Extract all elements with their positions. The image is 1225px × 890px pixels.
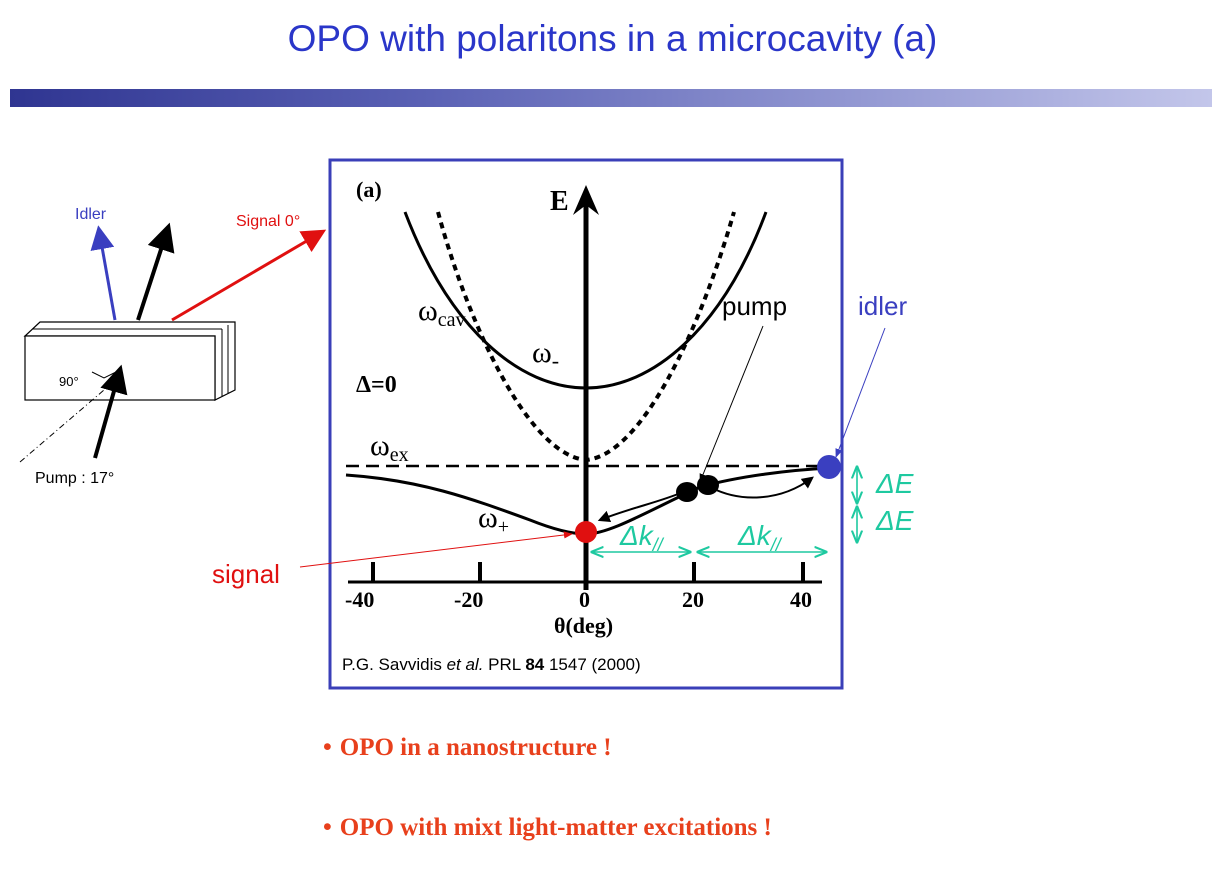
- bullet-dot-icon: •: [323, 813, 332, 841]
- annotations: pump idler signal Δk// Δk// ΔE ΔE: [212, 291, 914, 589]
- x-tick-label: 40: [790, 587, 812, 612]
- crystal-diagram: Idler Signal 0° 90° Pump : 17°: [19, 206, 327, 487]
- scatter-to-idler-arrow: [711, 476, 814, 499]
- idler-beam-label: Idler: [75, 206, 107, 223]
- upper-polariton-curve: [403, 211, 768, 390]
- pump-annotation: pump: [722, 291, 787, 321]
- figure-canvas: Idler Signal 0° 90° Pump : 17° (a) E -40…: [19, 158, 914, 690]
- x-axis-label: θ(deg): [554, 613, 613, 638]
- scatter-to-signal-arrow: [597, 491, 684, 523]
- x-tick-label: 0: [579, 587, 590, 612]
- bullet-item: • OPO in a nanostructure !: [323, 730, 772, 810]
- dispersion-plot: (a) E -40 -20 0 20 40 θ(deg) ωcav ω- ωex…: [328, 158, 844, 690]
- idler-beam-arrow: [90, 225, 117, 321]
- pump-beam-arrow: [93, 364, 128, 459]
- delta-k-label-1: Δk//: [619, 520, 665, 555]
- bullet-dot-icon: •: [323, 733, 332, 761]
- crystal-box-front: [24, 335, 216, 401]
- signal-pointer: [299, 531, 573, 568]
- panel-label: (a): [356, 177, 382, 202]
- transmitted-beam-arrow: [136, 222, 175, 321]
- x-tick-label: -20: [454, 587, 483, 612]
- detuning-label: Δ=0: [356, 372, 397, 398]
- idler-pointer: [835, 327, 886, 458]
- y-axis-label: E: [550, 186, 569, 217]
- y-axis-arrowhead: [573, 185, 599, 215]
- title-underline-bar: [10, 89, 1212, 107]
- delta-e-label-2: ΔE: [875, 505, 914, 536]
- bullet-list: • OPO in a nanostructure ! • OPO with mixt…: [323, 730, 772, 890]
- bullet-item: • OPO with mixt light-matter excitations …: [323, 810, 772, 890]
- delta-e-label-1: ΔE: [875, 468, 914, 499]
- angle-label: 90°: [59, 374, 79, 389]
- x-tick-label: 20: [682, 587, 704, 612]
- page-title: OPO with polaritons in a microcavity (a): [287, 18, 938, 59]
- signal-beam-arrow: [171, 229, 327, 322]
- pump-polariton-dot: [697, 475, 719, 495]
- signal-annotation: signal: [212, 559, 280, 589]
- exciton-label: ωex: [370, 429, 409, 466]
- signal-dot: [575, 521, 597, 543]
- upper-polariton-label: ω-: [532, 336, 559, 373]
- citation: P.G. Savvidis et al. PRL 84 1547 (2000): [342, 655, 641, 674]
- bullet-text: OPO with mixt light-matter excitations !: [339, 814, 772, 841]
- cavity-curve-label: ωcav: [418, 294, 466, 331]
- pump-beam-label: Pump : 17°: [35, 470, 114, 487]
- idler-dot: [817, 455, 841, 479]
- idler-annotation: idler: [858, 291, 907, 321]
- x-tick-label: -40: [345, 587, 374, 612]
- bullet-text: OPO in a nanostructure !: [339, 734, 612, 761]
- pump-pointer: [699, 325, 764, 483]
- pump-polariton-dot: [676, 482, 698, 502]
- cavity-mode-curve: [436, 211, 736, 463]
- signal-beam-label: Signal 0°: [236, 213, 300, 230]
- delta-k-label-2: Δk//: [737, 520, 783, 555]
- lower-polariton-label: ω+: [478, 501, 509, 538]
